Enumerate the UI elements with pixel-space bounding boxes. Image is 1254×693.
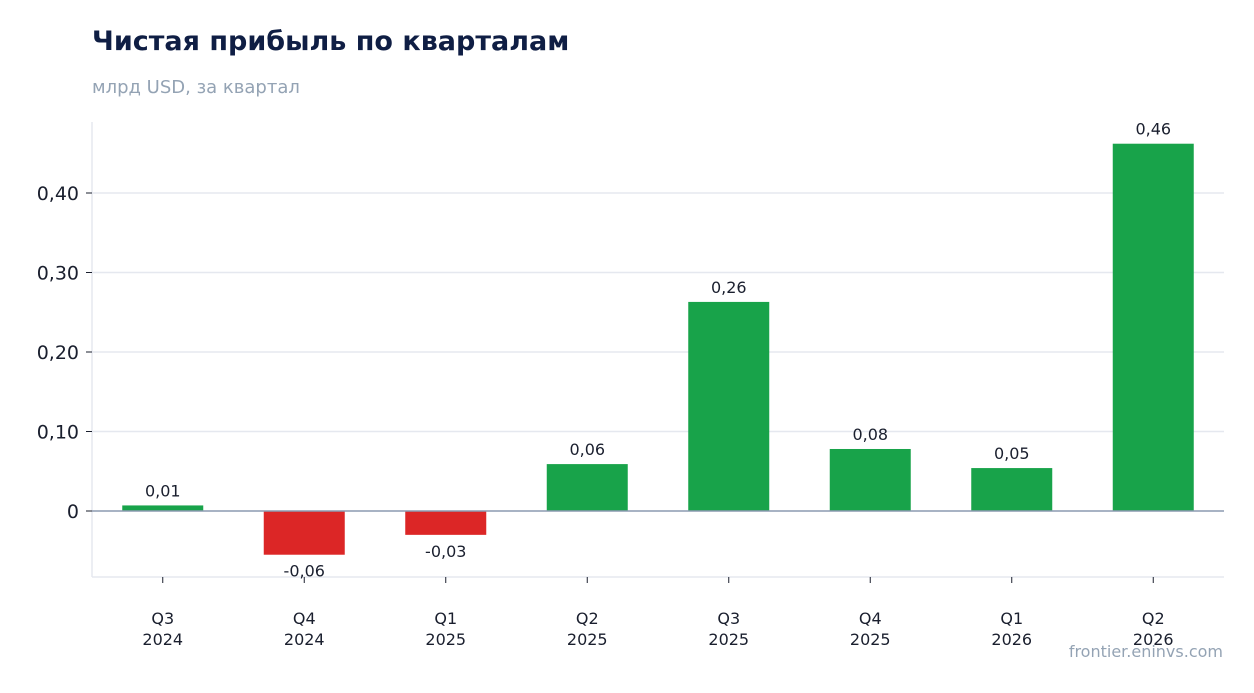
data-label: -0,06	[284, 562, 325, 581]
bar	[971, 468, 1053, 511]
bar	[546, 464, 628, 511]
data-label: 0,26	[711, 278, 747, 297]
x-tick-label: 2025	[850, 630, 891, 649]
x-tick-label: 2026	[1133, 630, 1174, 649]
chart-title: Чистая прибыль по кварталам	[92, 26, 570, 57]
chart-subtitle: млрд USD, за квартал	[92, 77, 300, 98]
x-tick-label: Q4	[859, 609, 882, 628]
data-label: 0,06	[569, 440, 605, 459]
x-tick-label: Q4	[293, 609, 316, 628]
x-tick-label: 2025	[425, 630, 466, 649]
x-tick-label: 2026	[991, 630, 1032, 649]
data-label: 0,46	[1135, 120, 1171, 139]
x-tick-label: 2024	[284, 630, 325, 649]
x-tick-label: Q3	[151, 609, 174, 628]
bar	[405, 511, 487, 535]
y-tick-label: 0	[67, 501, 79, 523]
y-tick-label: 0,10	[37, 422, 79, 444]
source-label: frontier.eninvs.com	[1068, 642, 1223, 661]
data-label: 0,01	[145, 481, 181, 500]
x-tick-label: Q2	[576, 609, 599, 628]
bar	[263, 511, 345, 555]
bar	[688, 301, 770, 511]
data-label: 0,05	[994, 444, 1030, 463]
x-tick-label: Q3	[717, 609, 740, 628]
x-tick-label: Q1	[434, 609, 457, 628]
y-tick-label: 0,40	[37, 183, 79, 205]
x-tick-label: 2025	[708, 630, 749, 649]
bar	[829, 448, 911, 511]
bar	[122, 505, 204, 511]
bar	[1112, 143, 1194, 511]
x-tick-label: 2024	[142, 630, 183, 649]
x-tick-label: Q1	[1000, 609, 1023, 628]
y-tick-label: 0,30	[37, 263, 79, 285]
x-tick-label: 2025	[567, 630, 608, 649]
data-label: -0,03	[425, 542, 466, 561]
x-tick-label: Q2	[1142, 609, 1165, 628]
data-label: 0,08	[852, 425, 888, 444]
y-tick-label: 0,20	[37, 342, 79, 364]
